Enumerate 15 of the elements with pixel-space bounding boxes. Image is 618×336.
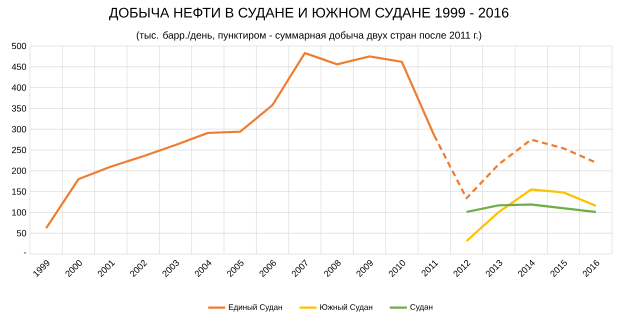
line-series: [465, 188, 597, 242]
y-tick-label: 200: [12, 168, 26, 174]
chart-title: ДОБЫЧА НЕФТИ В СУДАНЕ И ЮЖНОМ СУДАНЕ 1999 - 2016: [109, 8, 508, 20]
y-tick-label: 100: [12, 209, 26, 216]
chart-subtitle: (тыс. барр./день, пунктиром - суммарная добыча двух стран после 2011 г.): [136, 31, 482, 41]
y-tick-label: 350: [12, 105, 26, 112]
line-series: [465, 203, 597, 214]
y-tick-label: 250: [12, 146, 26, 154]
y-tick-label: 300: [12, 126, 26, 132]
y-tick-label: 400: [12, 84, 26, 91]
y-tick-label: 150: [12, 188, 26, 195]
y-tick-label: -: [24, 252, 26, 254]
y-tick-label: 50: [16, 230, 26, 236]
y-tick-label: 500: [12, 42, 26, 50]
y-tick-label: 450: [12, 64, 26, 70]
